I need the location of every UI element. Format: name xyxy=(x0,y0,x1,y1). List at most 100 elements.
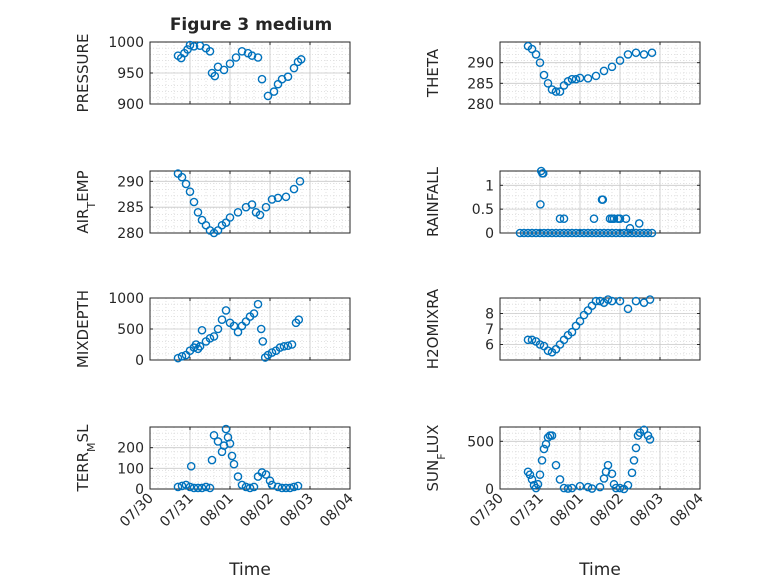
axes-box xyxy=(149,170,351,234)
data-point xyxy=(247,200,257,209)
y-tick-label: 6 xyxy=(485,338,494,354)
data-point xyxy=(575,73,585,83)
data-point xyxy=(591,296,601,306)
data-point xyxy=(611,483,621,493)
x-tick-label: 08/03 xyxy=(277,491,317,531)
data-point xyxy=(249,309,259,318)
data-point xyxy=(275,343,285,352)
x-tick-label: 08/04 xyxy=(317,490,357,530)
data-point xyxy=(555,87,565,96)
data-point xyxy=(555,214,565,223)
data-point xyxy=(547,228,557,238)
data-point xyxy=(233,327,243,337)
data-point xyxy=(213,324,223,334)
data-point xyxy=(229,321,239,331)
data-point xyxy=(527,335,537,345)
data-point xyxy=(225,439,235,448)
data-point xyxy=(191,340,201,349)
y-axis-label: AIRTEMP xyxy=(74,170,98,233)
data-point xyxy=(531,50,541,59)
data-point xyxy=(173,353,183,363)
data-point xyxy=(205,483,215,493)
data-point xyxy=(539,70,549,80)
data-point xyxy=(267,348,277,357)
x-tick-label: 08/03 xyxy=(627,491,667,531)
data-point xyxy=(193,344,203,354)
y-tick-label: 500 xyxy=(117,322,144,338)
data-point xyxy=(535,340,545,349)
data-point xyxy=(249,482,259,492)
data-point xyxy=(599,66,609,76)
data-point xyxy=(627,228,637,238)
data-point xyxy=(583,482,593,492)
data-point xyxy=(525,470,535,479)
data-point xyxy=(533,479,543,489)
data-point xyxy=(647,228,657,238)
data-point xyxy=(621,214,631,223)
data-point xyxy=(595,482,605,492)
y-tick-label: 280 xyxy=(117,226,144,242)
data-point xyxy=(535,470,545,479)
data-point xyxy=(643,228,653,238)
data-point xyxy=(551,228,561,238)
data-point xyxy=(210,71,220,81)
data-point xyxy=(213,437,223,446)
y-axis-label: RAINFALL xyxy=(424,166,442,237)
data-point xyxy=(543,79,553,88)
data-point xyxy=(547,431,557,440)
data-point xyxy=(269,87,279,96)
y-tick-label: 7 xyxy=(485,322,494,338)
data-point xyxy=(273,482,283,492)
axes-box xyxy=(499,426,701,490)
data-point xyxy=(635,228,645,238)
data-point xyxy=(219,65,229,75)
data-point xyxy=(217,315,227,325)
data-point xyxy=(279,342,289,351)
data-point xyxy=(177,172,187,182)
data-point xyxy=(615,214,625,223)
subplot-rainfall: 0 0.5 1 RAINFALL xyxy=(424,166,701,242)
data-point xyxy=(237,47,247,56)
data-point xyxy=(559,483,569,493)
subplot-theta: 280 285 290 THETA xyxy=(424,41,701,113)
data-point xyxy=(587,228,597,238)
data-point xyxy=(527,475,537,484)
data-point xyxy=(189,197,199,207)
subplot-air-temp: 280 285 290 AIRTEMP xyxy=(74,169,351,242)
data-point xyxy=(221,424,231,434)
subplot-mixdepth: 0 500 1000 MIXDEPTH xyxy=(74,290,351,369)
data-point xyxy=(193,208,203,217)
data-point xyxy=(281,483,291,493)
data-point xyxy=(567,74,577,84)
grid-lines xyxy=(499,297,701,361)
data-point xyxy=(539,444,549,454)
y-tick-label: 100 xyxy=(117,461,144,477)
y-axis-label: THETA xyxy=(424,48,442,98)
data-point xyxy=(623,228,633,238)
data-point xyxy=(543,433,553,442)
y-tick-label: 285 xyxy=(467,76,494,92)
data-point xyxy=(603,295,613,304)
data-point xyxy=(233,472,243,481)
data-point xyxy=(647,48,657,58)
data-point xyxy=(267,195,277,204)
data-point xyxy=(563,228,573,238)
y-tick-label: 0 xyxy=(485,482,494,498)
data-point xyxy=(623,304,633,314)
data-point xyxy=(538,169,548,178)
y-axis-label: H2OMIXRA xyxy=(424,288,442,369)
data-point xyxy=(294,315,304,325)
data-point xyxy=(225,213,235,222)
y-tick-label: 0 xyxy=(485,226,494,242)
data-point xyxy=(519,228,529,238)
y-tick-label: 0 xyxy=(135,353,144,369)
data-point xyxy=(571,228,581,238)
data-point xyxy=(245,483,255,493)
y-tick-label: 200 xyxy=(117,441,144,457)
data-point xyxy=(591,228,601,238)
data-point xyxy=(551,460,561,470)
data-point xyxy=(231,53,241,62)
